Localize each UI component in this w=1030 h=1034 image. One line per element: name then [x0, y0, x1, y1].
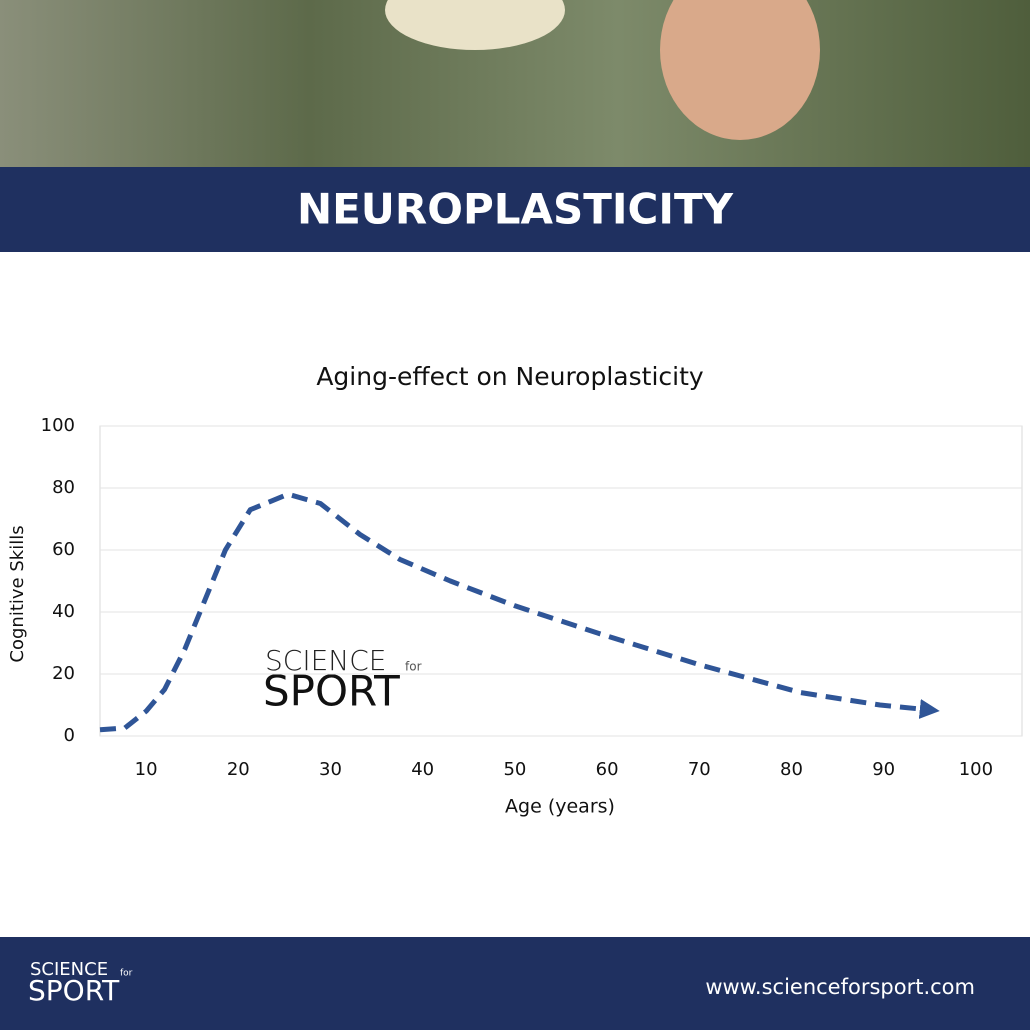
x-tick-label: 100	[959, 759, 993, 780]
x-tick-label: 30	[319, 759, 342, 780]
plot-area	[99, 425, 1023, 737]
y-axis-label: Cognitive Skills	[7, 525, 28, 662]
ball	[385, 0, 565, 50]
page-title: NEUROPLASTICITY	[297, 185, 734, 234]
y-tick-label: 20	[52, 663, 75, 684]
x-tick-label: 10	[135, 759, 158, 780]
logo-bottom: SPORT	[263, 667, 400, 716]
line-series	[99, 491, 940, 733]
logo-top: SCIENCE	[265, 644, 386, 677]
x-tick-label: 60	[596, 759, 619, 780]
logo-top: SCIENCE	[30, 959, 108, 980]
title-banner	[0, 167, 1030, 252]
logo-small: for	[405, 660, 422, 674]
footer-logo: SCIENCE for SPORT	[28, 959, 133, 1007]
footer	[0, 937, 1030, 1030]
x-tick-label: 20	[227, 759, 250, 780]
logo-small: for	[120, 969, 133, 979]
chart-logo: SCIENCE for SPORT	[263, 644, 422, 716]
x-tick-label: 80	[780, 759, 803, 780]
x-axis-label: Age (years)	[505, 796, 615, 818]
y-tick-label: 0	[64, 725, 75, 746]
y-tick-label: 40	[52, 601, 75, 622]
x-tick-label: 90	[872, 759, 895, 780]
x-tick-label: 50	[503, 759, 526, 780]
x-tick-label: 40	[411, 759, 434, 780]
player	[660, 0, 820, 140]
logo-bottom: SPORT	[28, 974, 120, 1007]
y-tick-label: 60	[52, 539, 75, 560]
chart-title: Aging-effect on Neuroplasticity	[316, 362, 704, 391]
footer-url[interactable]: www.scienceforsport.com	[705, 975, 975, 999]
x-tick-label: 70	[688, 759, 711, 780]
y-tick-label: 80	[52, 477, 75, 498]
y-tick-label: 100	[41, 415, 75, 436]
